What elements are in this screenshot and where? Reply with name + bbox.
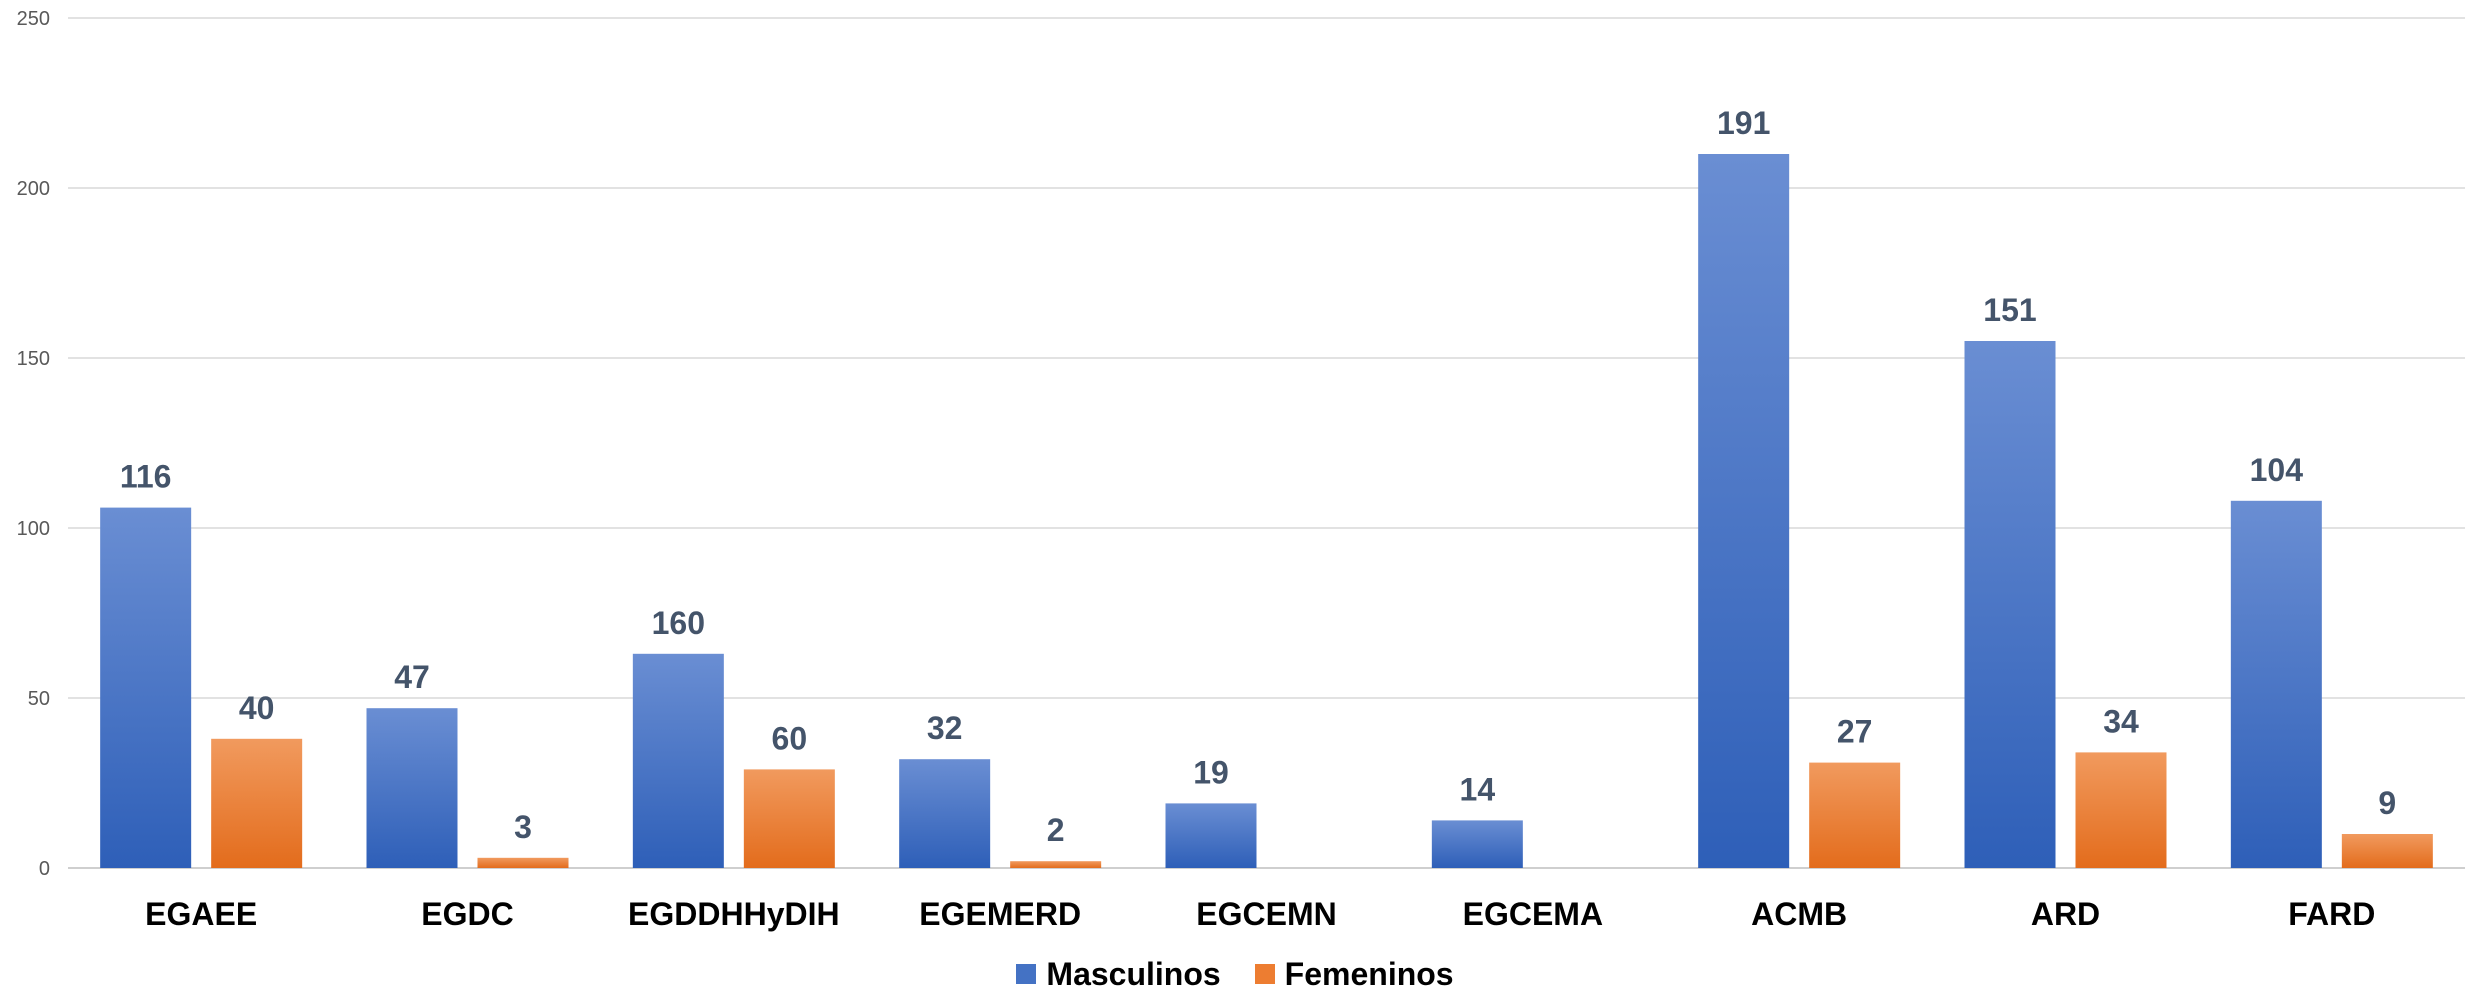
bar-femeninos-egdc[interactable] [477,857,569,868]
x-category-label: EGEMERD [919,896,1081,932]
data-label-masculinos: 104 [2250,452,2304,488]
bars: 116 40 47 3 160 60 32 2 19 14 191 27 151 34 104 9 [100,105,2433,868]
x-category-label: EGCEMN [1196,896,1336,932]
data-label-femeninos: 2 [1047,812,1065,848]
x-category-label: EGDDHHyDIH [628,896,840,932]
legend-swatch-masculinos [1016,964,1037,984]
data-label-masculinos: 19 [1193,754,1229,790]
bar-masculinos-fard[interactable] [2230,500,2322,868]
bar-femeninos-acmb[interactable] [1809,762,1901,868]
legend-label-masculinos: Masculinos [1046,956,1221,992]
data-label-femeninos: 60 [772,720,808,756]
bar-femeninos-ard[interactable] [2075,752,2167,868]
bar-masculinos-egcemn[interactable] [1165,803,1257,868]
bar-femeninos-egddhhydih[interactable] [743,769,835,868]
x-category-label: EGDC [421,896,513,932]
x-category-label: EGCEMA [1463,896,1603,932]
data-label-femeninos: 34 [2103,703,2139,739]
legend-label-femeninos: Femeninos [1284,956,1454,992]
y-tick-label: 50 [28,688,50,710]
data-label-masculinos: 151 [1983,292,2036,328]
data-label-masculinos: 14 [1460,771,1496,807]
legend-swatch-femeninos [1254,964,1275,984]
data-label-masculinos: 47 [394,659,430,695]
y-axis: 0 50 100 150 200 250 [17,8,50,880]
y-tick-label: 200 [17,178,50,200]
bar-masculinos-egemerd[interactable] [899,759,991,868]
bar-masculinos-acmb[interactable] [1698,154,1790,868]
x-category-label: ARD [2031,896,2100,932]
x-category-label: FARD [2288,896,2375,932]
y-tick-label: 100 [17,518,50,540]
x-category-label: ACMB [1751,896,1847,932]
bar-femeninos-fard[interactable] [2341,834,2433,868]
gridlines [68,17,2465,869]
data-label-femeninos: 27 [1837,714,1873,750]
bar-masculinos-egdc[interactable] [366,708,458,868]
data-label-masculinos: 32 [927,710,963,746]
data-label-masculinos: 191 [1717,105,1770,141]
x-axis: EGAEE EGDC EGDDHHyDIH EGEMERD EGCEMN EGCEMA AC… [145,896,2375,932]
bar-masculinos-egaee[interactable] [100,507,192,868]
bar-masculinos-egcema[interactable] [1431,820,1523,868]
y-tick-label: 150 [17,348,50,370]
x-category-label: EGAEE [145,896,257,932]
legend-item-femeninos[interactable]: Femeninos [1254,956,1454,992]
y-tick-label: 0 [39,858,50,880]
bar-masculinos-egddhhydih[interactable] [632,653,724,868]
data-label-femeninos: 9 [2378,785,2396,821]
data-label-masculinos: 160 [652,605,705,641]
bar-femeninos-egaee[interactable] [211,738,303,868]
bar-masculinos-ard[interactable] [1964,341,2056,868]
bar-femeninos-egemerd[interactable] [1010,861,1102,868]
data-label-masculinos: 116 [120,459,172,495]
y-tick-label: 250 [17,8,50,30]
legend-item-masculinos[interactable]: Masculinos [1016,956,1221,992]
data-label-femeninos: 40 [239,690,275,726]
data-label-femeninos: 3 [514,809,532,845]
legend: Masculinos Femeninos [0,958,2470,990]
